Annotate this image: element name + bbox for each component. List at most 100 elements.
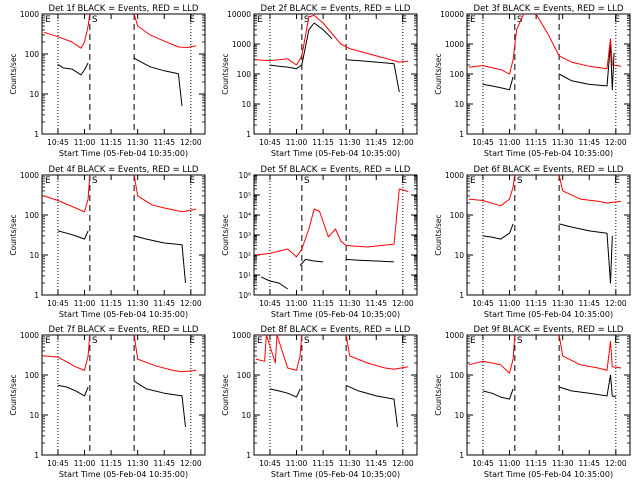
panel-title: Det 5f BLACK = Events, RED = LLD — [261, 165, 411, 175]
lld-series-line — [255, 334, 303, 371]
y-axis-label: Counts/sec — [9, 214, 18, 255]
marker-label: E — [614, 336, 620, 346]
x-tick-label: 10:45 — [472, 299, 494, 308]
y-tick-label: 1000 — [20, 171, 39, 180]
plot-frame — [253, 13, 418, 135]
marker-label: S — [304, 336, 310, 346]
x-tick-label: 10:45 — [472, 138, 494, 147]
events-series-line — [260, 276, 288, 290]
marker-label: E — [45, 336, 51, 346]
x-tick-label: 11:30 — [339, 459, 361, 468]
events-series-line — [57, 384, 89, 397]
y-tick-label: 10⁴ — [238, 211, 251, 220]
events-series-line — [558, 43, 615, 91]
plot-frame — [253, 334, 418, 456]
x-axis-label: Start Time (05-Feb-04 10:35:00) — [484, 149, 613, 158]
events-series-line — [346, 258, 395, 263]
x-tick-label: 11:45 — [578, 459, 600, 468]
marker-label: E — [45, 15, 51, 25]
y-axis-label: Counts/sec — [221, 53, 230, 94]
x-tick-label: 11:45 — [578, 299, 600, 308]
x-tick-label: 10:45 — [259, 138, 281, 147]
x-tick-label: 11:30 — [339, 299, 361, 308]
y-tick-label: 10 — [454, 411, 464, 420]
panel-7: Det 7f BLACK = Events, RED = LLD Counts/s… — [9, 325, 206, 479]
marker-label: E — [401, 176, 407, 186]
x-tick-label: 11:15 — [525, 459, 547, 468]
plot-frame — [41, 174, 206, 296]
marker-label: S — [517, 336, 523, 346]
x-tick-label: 11:00 — [286, 459, 308, 468]
x-tick-label: 10:45 — [472, 459, 494, 468]
marker-label: E — [614, 15, 620, 25]
lld-series-line — [255, 188, 409, 258]
x-tick-label: 12:00 — [180, 459, 202, 468]
lld-series-line — [255, 14, 409, 66]
y-tick-label: 1000 — [445, 331, 464, 340]
x-tick-label: 10:45 — [259, 299, 281, 308]
plot-frame — [466, 13, 631, 135]
y-tick-label: 10² — [238, 251, 251, 260]
y-tick-label: 100 — [450, 371, 465, 380]
x-tick-label: 10:45 — [259, 459, 281, 468]
y-tick-label: 10³ — [238, 231, 251, 240]
panel-5: Det 5f BLACK = Events, RED = LLD Counts/s… — [221, 165, 418, 319]
x-tick-label: 10:45 — [47, 138, 69, 147]
events-series-line — [57, 230, 89, 240]
panel-title: Det 3f BLACK = Events, RED = LLD — [474, 4, 624, 14]
x-tick-label: 11:00 — [286, 299, 308, 308]
x-tick-label: 11:45 — [153, 138, 175, 147]
y-tick-label: 100 — [25, 371, 40, 380]
events-series-line — [133, 235, 186, 284]
marker-label: E — [401, 336, 407, 346]
y-tick-label: 1 — [459, 451, 464, 460]
x-tick-label: 12:00 — [605, 138, 627, 147]
y-tick-label: 10 — [29, 90, 39, 99]
y-tick-label: 1 — [246, 130, 251, 139]
x-axis-label: Start Time (05-Feb-04 10:35:00) — [271, 149, 400, 158]
marker-label: S — [517, 15, 523, 25]
y-tick-label: 1000 — [445, 171, 464, 180]
y-tick-label: 1000 — [232, 331, 251, 340]
x-tick-label: 11:30 — [127, 299, 149, 308]
x-tick-label: 11:15 — [100, 138, 122, 147]
plot-frame — [466, 174, 631, 296]
lld-series-line — [468, 174, 516, 207]
events-series-line — [482, 76, 514, 91]
plot-frame — [466, 334, 631, 456]
marker-label: E — [470, 15, 476, 25]
marker-label: S — [304, 15, 310, 25]
y-axis-label: Counts/sec — [221, 374, 230, 415]
y-tick-label: 1 — [34, 130, 39, 139]
events-series-line — [133, 57, 183, 107]
y-tick-label: 10⁶ — [238, 171, 251, 180]
marker-label: S — [92, 336, 98, 346]
x-tick-label: 11:15 — [312, 459, 334, 468]
panel-title: Det 1f BLACK = Events, RED = LLD — [49, 4, 199, 14]
y-tick-label: 10 — [241, 411, 251, 420]
panel-1: Det 1f BLACK = Events, RED = LLD Counts/s… — [9, 4, 206, 158]
panel-title: Det 9f BLACK = Events, RED = LLD — [474, 325, 624, 335]
x-tick-label: 11:15 — [100, 299, 122, 308]
x-axis-label: Start Time (05-Feb-04 10:35:00) — [484, 470, 613, 479]
events-series-line — [558, 223, 613, 284]
y-tick-label: 10 — [29, 411, 39, 420]
x-tick-label: 11:30 — [339, 138, 361, 147]
x-tick-label: 11:45 — [365, 299, 387, 308]
x-tick-label: 12:00 — [392, 138, 414, 147]
x-tick-label: 11:45 — [578, 138, 600, 147]
marker-label: E — [257, 15, 263, 25]
x-tick-label: 11:15 — [525, 138, 547, 147]
lld-series-line — [558, 334, 622, 371]
x-tick-label: 10:45 — [47, 299, 69, 308]
y-tick-label: 10⁵ — [238, 191, 251, 200]
lld-series-line — [558, 174, 622, 204]
y-tick-label: 1 — [34, 451, 39, 460]
lld-series-line — [345, 334, 409, 370]
x-tick-label: 11:30 — [552, 459, 574, 468]
plot-frame — [41, 334, 206, 456]
marker-label: E — [45, 176, 51, 186]
x-tick-label: 11:30 — [552, 299, 574, 308]
events-series-line — [269, 22, 333, 70]
y-axis-label: Counts/sec — [9, 374, 18, 415]
